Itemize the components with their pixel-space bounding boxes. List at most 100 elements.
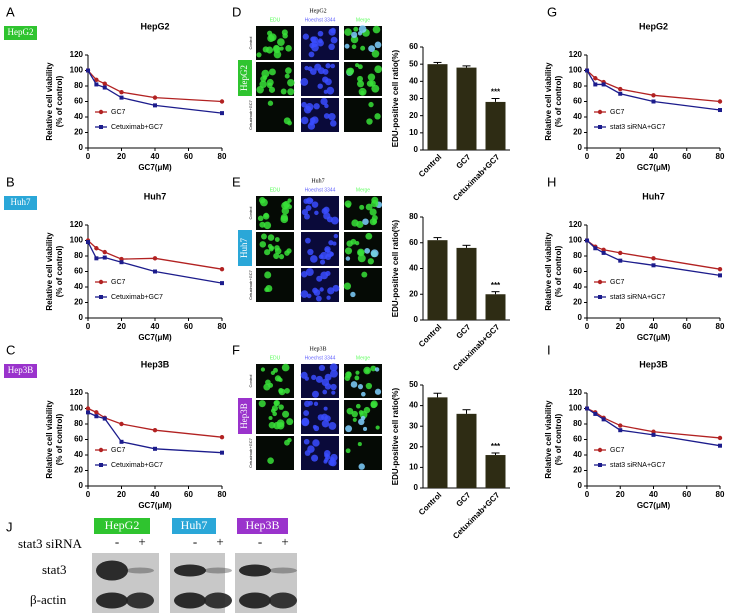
y-tick-label: 20 <box>573 128 582 137</box>
legend-label: GC7 <box>111 447 126 454</box>
panel-letter: E <box>232 174 241 189</box>
nucleus <box>278 404 284 410</box>
nucleus <box>324 453 329 458</box>
y-tick-label: 60 <box>74 267 83 276</box>
x-tick-label: 0 <box>585 322 590 331</box>
nucleus <box>363 426 368 431</box>
x-tick-label: 0 <box>585 152 590 161</box>
lane-label: + <box>216 534 223 549</box>
nucleus <box>273 367 278 373</box>
y-tick-label: 50 <box>409 59 418 68</box>
nucleus <box>278 254 285 260</box>
x-tick-label: 60 <box>184 490 193 499</box>
x-tick-label: 40 <box>649 322 658 331</box>
y-axis-label: Relative cell viability <box>45 400 54 479</box>
legend-label: Cetuximab+GC7 <box>111 294 163 301</box>
x-tick-label: 40 <box>649 152 658 161</box>
chart-title: Huh7 <box>642 191 665 201</box>
data-point <box>94 82 99 87</box>
data-point <box>585 406 589 411</box>
data-point <box>718 108 722 113</box>
y-tick-label: 120 <box>569 388 583 397</box>
column-label: EDU <box>270 355 281 361</box>
nucleus <box>306 198 311 203</box>
nucleus <box>307 445 315 453</box>
nucleus <box>261 69 270 78</box>
y-tick-label: 60 <box>409 42 418 51</box>
data-point <box>102 85 107 90</box>
nucleus <box>265 379 271 386</box>
series-line <box>87 241 223 284</box>
nucleus <box>372 25 381 34</box>
x-tick-label: 20 <box>117 490 126 499</box>
y-tick-label: 100 <box>569 66 583 75</box>
data-point <box>153 446 157 451</box>
nucleus <box>278 388 284 394</box>
blot-band <box>96 560 128 581</box>
x-tick-label: Control <box>417 153 443 179</box>
y-axis-label: (% of control) <box>55 245 64 297</box>
nucleus <box>263 221 272 230</box>
nucleus <box>314 210 319 216</box>
nucleus <box>261 233 267 240</box>
data-point <box>85 406 91 411</box>
panel-letter: I <box>547 342 551 357</box>
y-tick-label: 80 <box>74 81 83 90</box>
nucleus <box>267 234 275 241</box>
y-tick-label: 60 <box>573 435 582 444</box>
nucleus <box>268 86 276 93</box>
nucleus <box>324 246 331 253</box>
y-tick-label: 80 <box>573 81 582 90</box>
legend-marker <box>597 447 603 453</box>
nucleus <box>308 400 313 406</box>
data-point <box>94 77 99 83</box>
nucleus <box>327 287 335 295</box>
y-tick-label: 20 <box>74 128 83 137</box>
nucleus <box>320 97 328 106</box>
y-tick-label: 40 <box>573 282 582 291</box>
data-point <box>718 443 722 448</box>
blot-band <box>174 592 206 609</box>
nucleus <box>370 401 377 409</box>
nucleus <box>281 363 290 372</box>
data-point <box>717 99 723 104</box>
nucleus <box>318 364 326 372</box>
nucleus <box>256 52 262 58</box>
y-tick-label: 20 <box>74 298 83 307</box>
nucleus <box>310 255 318 263</box>
nucleus <box>264 271 272 279</box>
nucleus <box>361 391 366 397</box>
nucleus <box>368 101 374 108</box>
panel-letter: A <box>6 4 15 19</box>
nucleus <box>317 30 324 37</box>
cell-line-label: Hep3B <box>246 518 280 532</box>
bar <box>485 455 506 488</box>
nucleus <box>344 247 353 255</box>
nucleus <box>330 216 339 225</box>
nucleus <box>304 376 310 381</box>
legend-label: stat3 siRNA+GC7 <box>610 124 666 131</box>
y-tick-label: 100 <box>569 404 583 413</box>
nucleus <box>365 232 373 240</box>
nucleus <box>360 45 366 51</box>
legend-marker <box>99 125 103 129</box>
legend-label: GC7 <box>610 279 625 286</box>
nucleus <box>346 407 354 415</box>
data-point <box>119 260 124 265</box>
y-axis-label: (% of control) <box>554 413 563 465</box>
nucleus <box>314 63 322 71</box>
nucleus <box>287 437 292 443</box>
data-point <box>618 258 623 263</box>
nucleus <box>350 381 358 388</box>
y-tick-label: 80 <box>573 419 582 428</box>
nucleus <box>267 457 274 464</box>
y-tick-label: 40 <box>74 112 83 121</box>
data-point <box>94 256 99 261</box>
nucleus <box>306 293 312 299</box>
legend-label: GC7 <box>111 109 126 116</box>
x-tick-label: 60 <box>184 322 193 331</box>
legend-label: Cetuximab+GC7 <box>111 124 163 131</box>
data-point <box>94 414 99 419</box>
nucleus <box>355 370 360 375</box>
nucleus <box>333 233 339 239</box>
